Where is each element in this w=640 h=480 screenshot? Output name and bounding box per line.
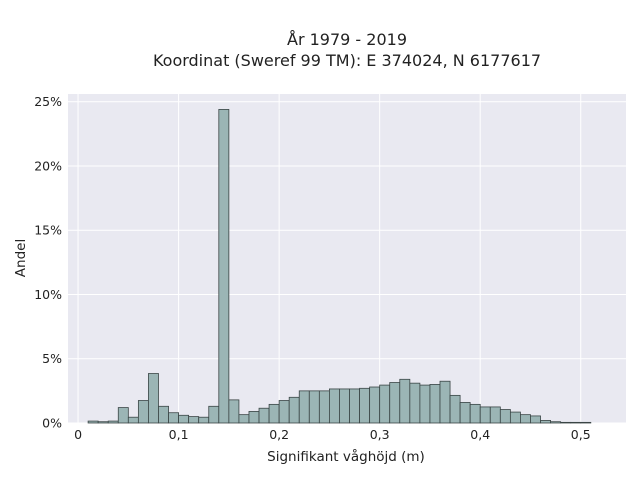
histogram-bar xyxy=(379,384,391,424)
histogram-bar xyxy=(298,390,310,424)
histogram-bar xyxy=(349,388,360,424)
histogram-bar xyxy=(248,411,260,424)
x-tick-label: 0,1 xyxy=(169,427,189,442)
histogram-bar xyxy=(479,406,491,424)
x-axis-ticks: 0 0,1 0,2 0,3 0,4 0,5 xyxy=(74,427,591,442)
histogram-bar xyxy=(168,412,179,424)
x-tick-label: 0 xyxy=(74,427,82,442)
histogram-bar xyxy=(318,390,330,424)
y-tick-label: 10% xyxy=(34,287,62,302)
histogram-bar xyxy=(87,420,99,424)
histogram-bar xyxy=(439,380,451,424)
chart-title-line-2: Koordinat (Sweref 99 TM): E 374024, N 61… xyxy=(153,51,541,70)
histogram-bar xyxy=(158,405,169,424)
histogram-bar xyxy=(550,421,562,424)
histogram-bar xyxy=(188,416,200,424)
histogram-bar xyxy=(107,420,119,424)
histogram-bar xyxy=(127,416,139,424)
y-axis-label: Andel xyxy=(13,239,29,277)
histogram-bar xyxy=(288,396,300,424)
histogram-bar xyxy=(228,399,240,424)
histogram-bar xyxy=(238,414,250,424)
histogram-bar xyxy=(218,109,230,424)
y-tick-label: 25% xyxy=(34,94,62,109)
histogram-bar xyxy=(389,382,401,424)
histogram-bar xyxy=(499,409,511,424)
histogram-bar xyxy=(268,403,280,424)
histogram-bar xyxy=(449,394,461,424)
histogram-bar xyxy=(278,400,290,424)
histogram-bar xyxy=(560,421,572,424)
histogram-bar xyxy=(369,386,381,424)
x-tick-label: 0,2 xyxy=(269,427,289,442)
histogram-bar xyxy=(308,390,320,424)
histogram-bar xyxy=(359,387,371,424)
histogram-bar xyxy=(409,382,421,424)
x-tick-label: 0,3 xyxy=(370,427,390,442)
y-axis-ticks: 0% 5% 10% 15% 20% 25% xyxy=(34,94,62,430)
x-tick-label: 0,5 xyxy=(571,427,591,442)
histogram-bar xyxy=(137,400,149,424)
histogram-bar xyxy=(399,378,411,424)
histogram-bar xyxy=(570,421,582,424)
y-tick-label: 20% xyxy=(34,158,62,173)
histogram-bar xyxy=(117,407,129,424)
x-axis-label: Signifikant våghöjd (m) xyxy=(267,448,425,465)
histogram-bar xyxy=(178,414,190,424)
histogram-bar xyxy=(329,388,340,424)
histogram-bar xyxy=(97,421,109,424)
y-tick-label: 0% xyxy=(42,416,62,431)
plot-area xyxy=(68,94,626,423)
histogram-bar xyxy=(208,405,220,424)
histogram-bar xyxy=(530,415,541,424)
histogram-bar xyxy=(419,384,431,424)
histogram-bar xyxy=(198,416,210,424)
y-tick-label: 5% xyxy=(42,351,62,366)
histogram-bar xyxy=(459,402,471,424)
y-tick-label: 15% xyxy=(34,223,62,238)
histogram-bar xyxy=(580,421,592,424)
histogram-bar xyxy=(540,420,551,424)
histogram-bar xyxy=(429,384,441,424)
x-tick-label: 0,4 xyxy=(470,427,490,442)
histogram-bar xyxy=(469,403,481,424)
bars xyxy=(87,109,592,424)
histogram-bar xyxy=(489,406,501,424)
histogram-bar xyxy=(258,407,270,424)
chart-title-line-1: År 1979 - 2019 xyxy=(287,30,407,49)
histogram-bar xyxy=(509,411,521,424)
histogram-bar xyxy=(148,373,159,424)
histogram-bar xyxy=(339,388,350,424)
histogram-bar xyxy=(520,414,531,424)
